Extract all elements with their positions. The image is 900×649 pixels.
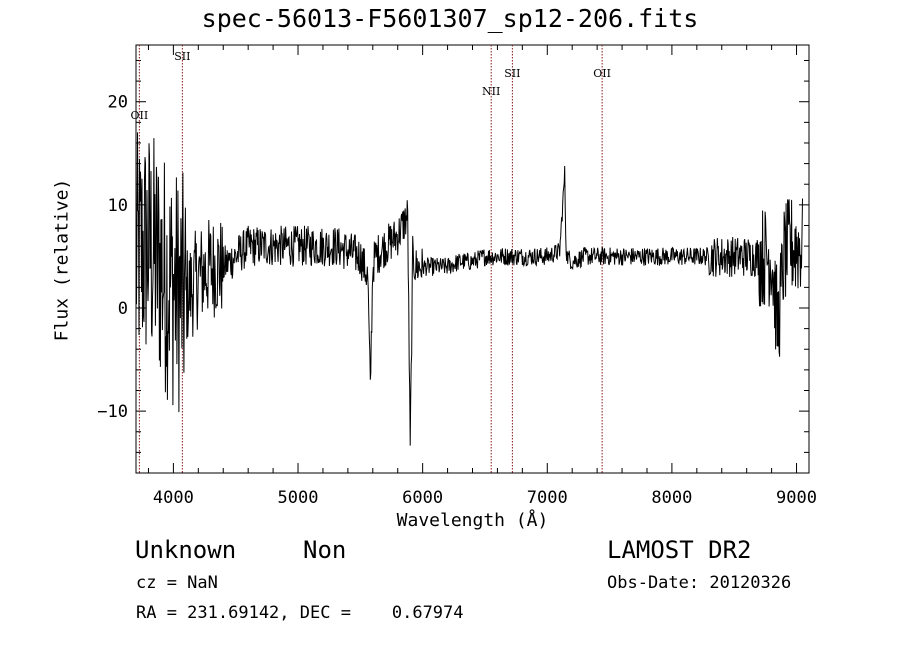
spectrum-line	[136, 132, 803, 446]
redshift-text: cz = NaN	[136, 573, 218, 593]
reference-line-label: NII	[482, 85, 500, 98]
survey-name-text: LAMOST DR2	[607, 536, 752, 564]
y-axis-label: Flux (relative)	[51, 178, 73, 342]
y-tick-label: 0	[118, 299, 128, 319]
x-tick-label: 9000	[776, 488, 817, 508]
x-tick-label: 5000	[278, 488, 319, 508]
reference-line-label: SII	[504, 67, 520, 80]
y-tick-label: 10	[108, 196, 128, 216]
y-tick-label: 20	[108, 93, 128, 113]
x-tick-label: 7000	[527, 488, 568, 508]
x-tick-label: 4000	[153, 488, 194, 508]
x-axis-label: Wavelength (Å)	[396, 510, 549, 531]
obs-date-text: Obs-Date: 20120326	[607, 573, 792, 593]
x-tick-label: 6000	[402, 488, 443, 508]
reference-line-label: OII	[131, 109, 149, 122]
x-tick-label: 8000	[651, 488, 692, 508]
object-class-text: Unknown	[135, 536, 237, 564]
chart-title: spec-56013-F5601307_sp12-206.fits	[201, 4, 699, 33]
reference-line-label: SII	[174, 50, 190, 63]
ra-dec-text: RA = 231.69142, DEC = 0.67974	[136, 603, 464, 623]
object-subclass-text: Non	[303, 536, 347, 564]
reference-line-label: OII	[593, 67, 611, 80]
y-tick-label: −10	[97, 402, 128, 422]
